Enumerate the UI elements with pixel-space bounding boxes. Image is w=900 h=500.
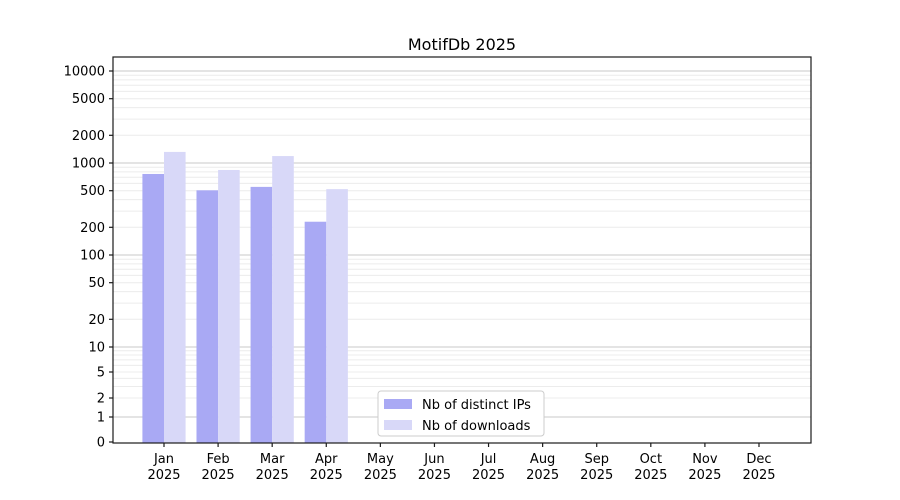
month-label: Oct — [640, 452, 662, 467]
month-label: Nov — [692, 452, 718, 467]
x-axis-tick-label-nov: Nov 2025 — [688, 452, 721, 483]
plot-border — [112, 56, 812, 444]
x-axis-tick-label-apr: Apr 2025 — [310, 452, 343, 483]
legend-label-nb-of-distinct-ips: Nb of distinct IPs — [422, 398, 531, 413]
x-axis-tick-label-dec: Dec 2025 — [742, 452, 775, 483]
x-axis-tick-label-jul: Jul 2025 — [472, 452, 505, 483]
bar-apr-nb-of-distinct-ips — [304, 221, 327, 443]
month-label: Mar — [260, 452, 285, 467]
y-axis-tick-label-10000: 10000 — [64, 65, 105, 80]
month-label: Jan — [153, 452, 174, 467]
legend-label-nb-of-downloads: Nb of downloads — [422, 419, 531, 434]
x-axis-tick-label-may: May 2025 — [364, 452, 397, 483]
y-axis-tick-label-5: 5 — [97, 366, 105, 381]
year-label: 2025 — [418, 468, 451, 483]
year-label: 2025 — [526, 468, 559, 483]
y-axis-tick-label-20: 20 — [88, 313, 105, 328]
bar-jan-nb-of-distinct-ips — [142, 173, 164, 443]
year-label: 2025 — [256, 468, 289, 483]
year-label: 2025 — [580, 468, 613, 483]
year-label: 2025 — [742, 468, 775, 483]
legend-swatch-nb-of-distinct-ips — [384, 399, 412, 409]
x-axis-tick-label-aug: Aug 2025 — [526, 452, 559, 483]
month-label: Aug — [530, 452, 555, 467]
bar-feb-nb-of-distinct-ips — [196, 190, 219, 443]
month-label: Dec — [746, 452, 771, 467]
month-label: Sep — [584, 452, 609, 467]
year-label: 2025 — [310, 468, 343, 483]
y-axis-tick-label-2000: 2000 — [72, 129, 105, 144]
y-axis-tick-label-2: 2 — [97, 392, 105, 407]
y-axis-tick-label-0: 0 — [97, 436, 105, 451]
y-axis-tick-label-50: 50 — [88, 276, 105, 291]
y-axis-tick-label-10: 10 — [88, 341, 105, 356]
x-axis-tick-label-jun: Jun 2025 — [418, 452, 451, 483]
month-label: Feb — [207, 452, 230, 467]
y-axis-tick-label-5000: 5000 — [72, 92, 105, 107]
bar-mar-nb-of-downloads — [272, 156, 294, 443]
y-axis-tick-label-200: 200 — [80, 221, 105, 236]
x-axis-tick-label-mar: Mar 2025 — [256, 452, 289, 483]
chart-title: MotifDb 2025 — [408, 35, 516, 54]
y-axis-tick-label-100: 100 — [80, 249, 105, 264]
bar-mar-nb-of-distinct-ips — [250, 186, 273, 443]
year-label: 2025 — [364, 468, 397, 483]
year-label: 2025 — [147, 468, 180, 483]
x-axis-tick-label-jan: Jan 2025 — [147, 452, 180, 483]
y-axis-tick-label-500: 500 — [80, 184, 105, 199]
bar-feb-nb-of-downloads — [218, 169, 240, 443]
month-label: Jul — [480, 452, 497, 467]
bar-jan-nb-of-downloads — [164, 151, 186, 443]
x-axis-tick-label-feb: Feb 2025 — [202, 452, 235, 483]
y-axis-tick-label-1: 1 — [97, 411, 105, 426]
legend-box — [377, 390, 545, 437]
year-label: 2025 — [688, 468, 721, 483]
year-label: 2025 — [472, 468, 505, 483]
x-axis-tick-label-oct: Oct 2025 — [634, 452, 667, 483]
month-label: May — [367, 452, 394, 467]
month-label: Jun — [423, 452, 444, 467]
bar-apr-nb-of-downloads — [326, 189, 348, 443]
year-label: 2025 — [634, 468, 667, 483]
y-axis-tick-label-1000: 1000 — [72, 157, 105, 172]
legend-swatch-nb-of-downloads — [384, 420, 412, 430]
year-label: 2025 — [202, 468, 235, 483]
x-axis-tick-label-sep: Sep 2025 — [580, 452, 613, 483]
month-label: Apr — [315, 452, 338, 467]
